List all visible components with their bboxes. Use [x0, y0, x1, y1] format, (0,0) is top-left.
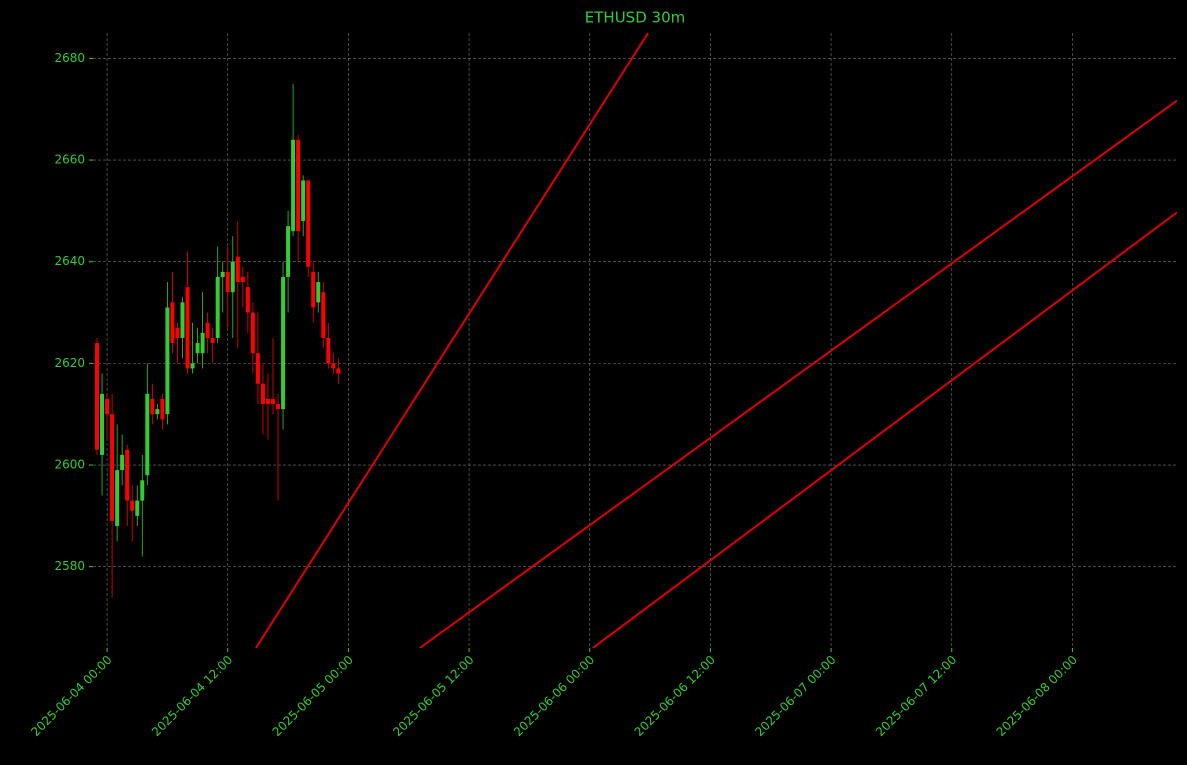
candle-body — [135, 500, 140, 516]
y-tick-label: 2600 — [54, 458, 85, 472]
candle-body — [311, 271, 316, 308]
candle-body — [291, 139, 296, 232]
candle-body — [235, 256, 240, 283]
candle-body — [316, 282, 321, 303]
y-tick-label: 2640 — [54, 254, 85, 268]
chart-title: ETHUSD 30m — [585, 9, 685, 27]
candle-body — [331, 363, 336, 369]
candle-body — [130, 500, 135, 511]
candle-body — [336, 368, 341, 374]
trend-line — [255, 33, 649, 648]
candles — [95, 33, 1177, 648]
candle-body — [155, 409, 160, 415]
candle-body — [110, 414, 115, 521]
y-tick-label: 2580 — [54, 559, 85, 573]
candle-body — [245, 287, 250, 313]
candle-body — [260, 383, 265, 405]
candle-body — [125, 449, 130, 501]
candle-body — [265, 398, 270, 405]
candle-body — [296, 139, 301, 232]
candle-body — [140, 480, 145, 501]
candle-body — [210, 337, 215, 344]
candle-body — [205, 322, 210, 338]
y-tick-label: 2620 — [54, 356, 85, 370]
candle-body — [286, 226, 291, 277]
trend-line — [419, 99, 1177, 648]
candle-body — [180, 302, 185, 338]
candle-body — [120, 454, 125, 471]
y-tick-label: 2660 — [54, 153, 85, 167]
candle-body — [276, 404, 281, 410]
candle-body — [225, 271, 230, 293]
candle-body — [160, 398, 165, 420]
candle-body — [301, 180, 306, 222]
candle-body — [200, 332, 205, 354]
candle-body — [255, 353, 260, 384]
candle-body — [190, 363, 195, 369]
candle-body — [240, 276, 245, 283]
candle-body — [220, 271, 225, 277]
candle-body — [195, 343, 200, 354]
candle-body — [105, 398, 110, 415]
candle-body — [170, 302, 175, 344]
candle-body — [306, 180, 311, 267]
candle-body — [230, 261, 235, 293]
y-tick-label: 2680 — [54, 51, 85, 65]
candle-body — [326, 337, 331, 364]
candle-body — [281, 276, 286, 410]
candle-body — [215, 276, 220, 338]
candle-body — [95, 343, 100, 450]
candle-body — [250, 312, 255, 354]
candle-body — [321, 292, 326, 338]
candle-body — [100, 393, 105, 455]
candle-body — [150, 398, 155, 415]
candle-body — [270, 398, 275, 405]
trend-line — [592, 211, 1177, 648]
candle-body — [145, 393, 150, 476]
candle-body — [175, 327, 180, 338]
candle-body — [165, 307, 170, 415]
candle-body — [115, 470, 120, 527]
candle-body — [185, 287, 190, 369]
